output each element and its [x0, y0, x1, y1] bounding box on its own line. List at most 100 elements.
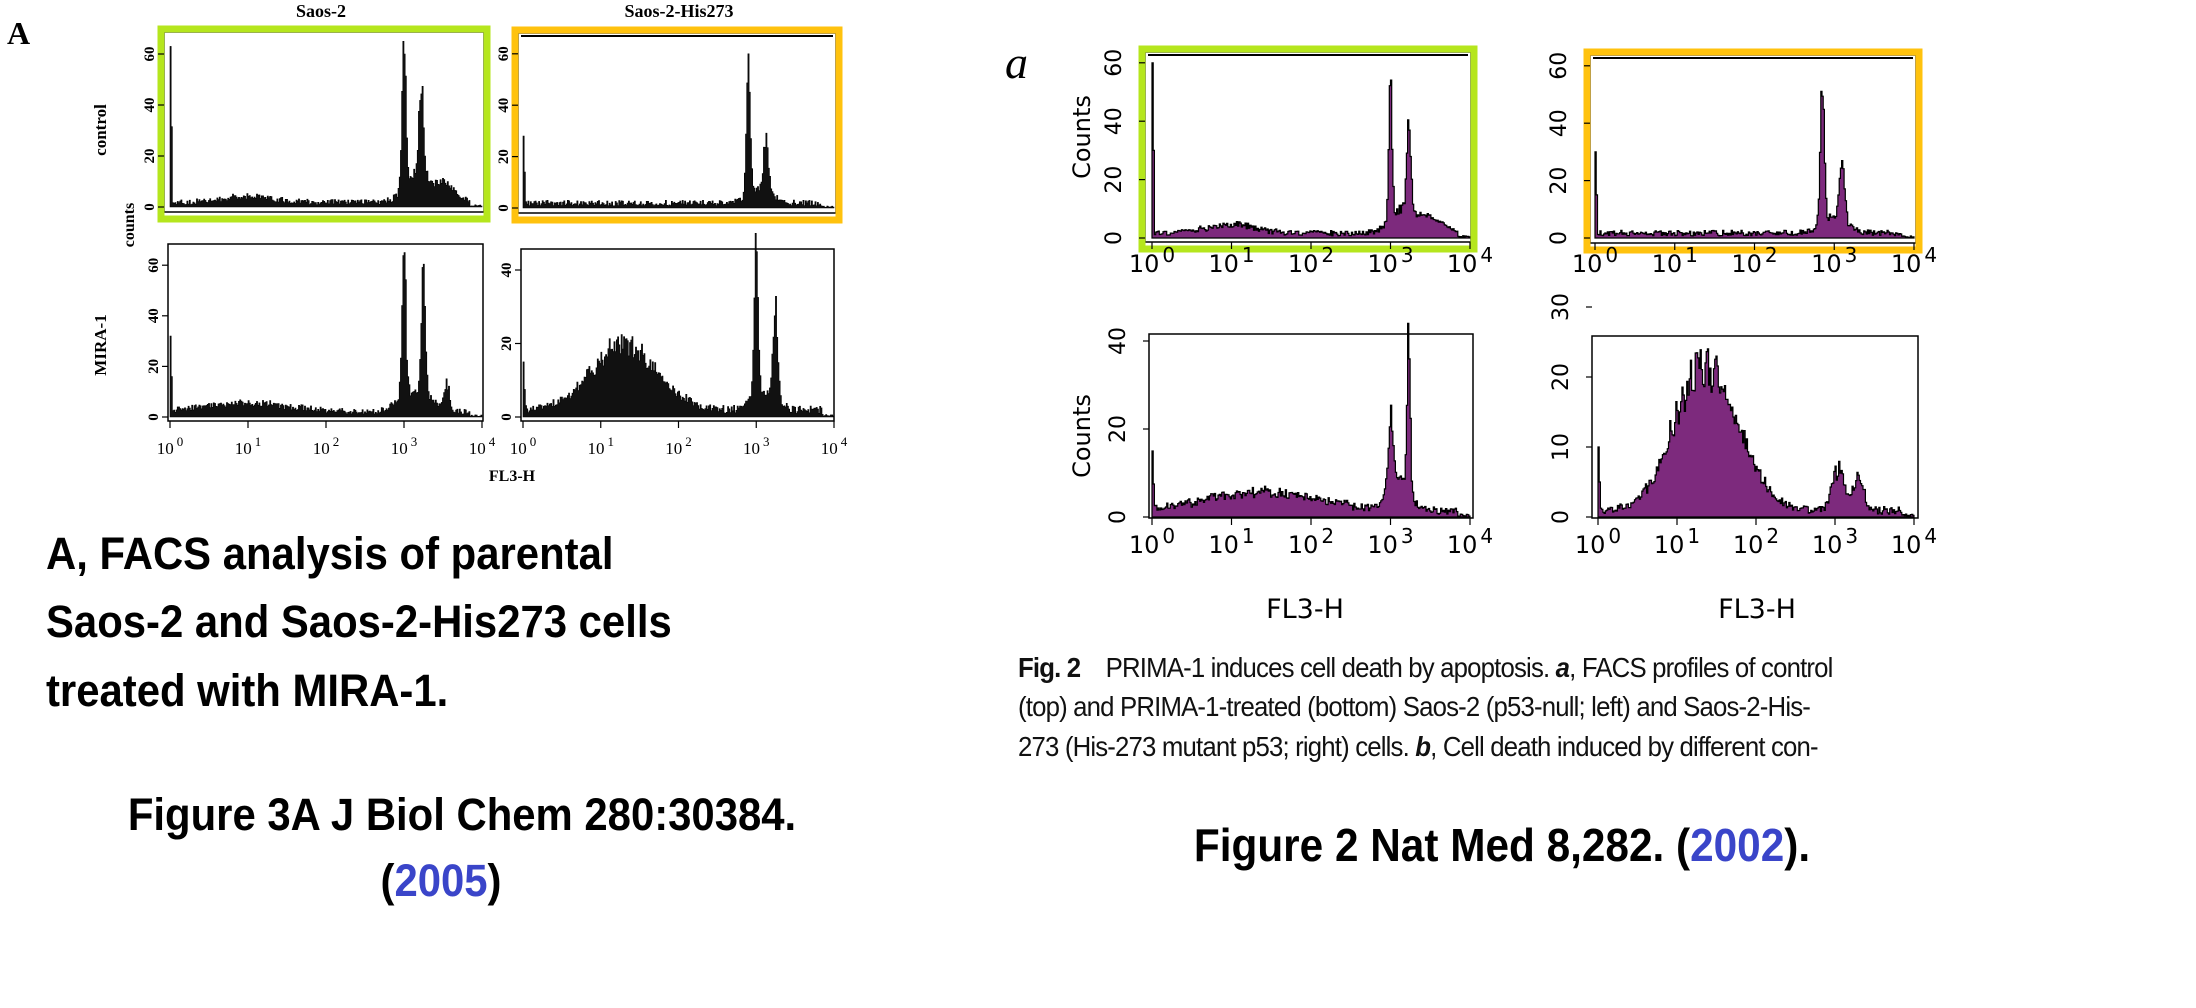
- histogram-area: [1594, 90, 1915, 239]
- highlight-frame: [1138, 45, 1478, 253]
- y-tick-label: 10: [1549, 433, 1574, 461]
- y-tick-label: 20: [496, 149, 512, 164]
- y-tick-label: 0: [499, 413, 515, 421]
- x-tick-label: 10 0: [510, 434, 537, 458]
- x-tick-label: 10 3: [1367, 243, 1413, 278]
- caption-text: , Cell death induced by different con-: [1430, 731, 1818, 762]
- x-tick-label: 10 0: [1572, 243, 1618, 278]
- column-title-saos2: Saos-2: [296, 1, 346, 21]
- panel-letter-a: a: [1005, 37, 1028, 88]
- x-tick-label: 10 3: [1367, 524, 1413, 559]
- reference-text: Figure 3A J Biol Chem 280:30384.: [127, 789, 797, 840]
- caption-text: PRIMA-1 induces cell death by apoptosis.: [1105, 652, 1556, 683]
- x-tick-label: 10 1: [588, 434, 615, 458]
- x-tick-label: 10 2: [665, 434, 692, 458]
- caption-text: 273 (His-273 mutant p53; right) cells.: [1018, 731, 1416, 762]
- y-tick-label: 40: [142, 98, 158, 113]
- histogram-area: [169, 41, 483, 208]
- x-tick-label: 10 1: [1652, 243, 1698, 278]
- histogram-area: [1597, 348, 1915, 518]
- plot-box: [1148, 333, 1474, 519]
- y-tick-label: 0: [496, 204, 512, 212]
- x-tick-label: 10 1: [1654, 524, 1700, 559]
- y-tick-label: 40: [496, 98, 512, 113]
- year-link[interactable]: 2005: [394, 855, 488, 906]
- caption-panel-a: a: [1555, 652, 1570, 683]
- y-tick-label: 0: [1547, 231, 1572, 245]
- y-tick-label: 0: [1102, 231, 1127, 245]
- histogram-panel-R-tl: 0 20 40 60 10 0 10 1 10 2 10 3 10 4: [1102, 45, 1493, 278]
- caption-line: treated with MIRA-1.: [46, 665, 449, 716]
- caption-line: Saos-2 and Saos-2-His273 cells: [46, 596, 672, 647]
- plot-box: [167, 243, 484, 422]
- caption-line-3: 273 (His-273 mutant p53; right) cells. b…: [1018, 731, 1819, 763]
- plot-box: [520, 248, 835, 422]
- histogram-panel-R-bl: 0 20 40 10 0 10 1 10 2 10 3 10 4: [1106, 322, 1493, 559]
- highlight-frame: [157, 25, 491, 223]
- x-tick-label: 10 4: [1891, 524, 1937, 559]
- x-tick-label: 10 3: [743, 434, 770, 458]
- y-tick-label: 0: [1549, 510, 1574, 524]
- x-tick-label: 10 4: [1447, 524, 1493, 559]
- plot-box: [1589, 54, 1917, 244]
- y-tick-label: 60: [146, 258, 162, 273]
- x-tick-label: 10 1: [1208, 524, 1254, 559]
- x-tick-label: 10 2: [1733, 524, 1779, 559]
- y-tick-label: 60: [142, 47, 158, 62]
- highlight-frame: [1583, 48, 1923, 254]
- x-tick-label: 10 3: [1811, 243, 1857, 278]
- x-tick-label: 10 2: [1731, 243, 1777, 278]
- y-tick-label: 60: [1547, 52, 1572, 80]
- histogram-panel-A-bl: 0 20 40 60 10 0 10 1 10 2 10 3 10 4: [146, 243, 496, 458]
- caption-text: , FACS profiles of control: [1569, 652, 1833, 683]
- histogram-panel-A-tr: 0 20 40 60: [496, 26, 843, 224]
- paren: ).: [1784, 819, 1811, 871]
- highlight-frame: [511, 26, 843, 224]
- y-tick-label: 40: [146, 308, 162, 323]
- caption-line-2: (top) and PRIMA-1-treated (bottom) Saos-…: [1018, 691, 1811, 722]
- caption-line-1: Fig. 2 PRIMA-1 induces cell death by apo…: [1018, 652, 1833, 684]
- y-tick-label: 20: [1547, 167, 1572, 195]
- plot-box: [517, 32, 837, 214]
- histogram-area: [522, 233, 835, 418]
- panel-letter-A: A: [7, 15, 30, 51]
- x-tick-label: 10 0: [157, 434, 184, 458]
- x-tick-label: 10 0: [1129, 243, 1175, 278]
- y-tick-label: 20: [499, 336, 515, 351]
- y-tick-label: 20: [1106, 415, 1131, 443]
- y-tick-label: 20: [1102, 166, 1127, 194]
- x-tick-label: 10 2: [313, 434, 340, 458]
- histogram-area: [522, 53, 835, 209]
- histogram-panel-A-br: 0 20 40 10 0 10 1 10 2 10 3 10 4: [499, 233, 848, 458]
- y-tick-label: 0: [142, 203, 158, 211]
- y-tick-label: 20: [142, 149, 158, 164]
- histogram-panel-R-br: 0 10 20 30 10 0 10 1 10 2 10 3 10 4: [1549, 293, 1937, 559]
- y-tick-label: 20: [146, 359, 162, 374]
- y-axis-label-counts-bottom: Counts: [1068, 394, 1096, 478]
- x-tick-label: 10 2: [1288, 243, 1334, 278]
- y-tick-label: 40: [1102, 107, 1127, 135]
- paren: (: [380, 855, 395, 906]
- x-tick-label: 10 0: [1575, 524, 1621, 559]
- x-tick-label: 10 1: [1208, 243, 1254, 278]
- y-tick-label: 40: [1547, 109, 1572, 137]
- x-axis-label-fl3h-left: FL3-H: [1266, 594, 1344, 625]
- plot-box: [1591, 335, 1919, 519]
- row-label-control: control: [91, 104, 110, 156]
- histogram-panel-R-tr: 0 20 40 60 10 0 10 1 10 2 10 3 10 4: [1547, 48, 1937, 278]
- paren: ): [487, 855, 502, 906]
- row-label-mira1: MIRA-1: [91, 314, 110, 375]
- reference-natmed: Figure 2 Nat Med 8,282. (2002).: [1194, 818, 1810, 872]
- histogram-panel-A-tl: 0 20 40 60: [142, 25, 491, 223]
- column-title-his273: Saos-2-His273: [624, 1, 733, 21]
- x-axis-label-fl3h-right: FL3-H: [1718, 594, 1796, 625]
- y-tick-label: 0: [1106, 510, 1131, 524]
- reference-jbc: Figure 3A J Biol Chem 280:30384.: [128, 789, 796, 841]
- y-axis-label-counts: counts: [121, 203, 138, 247]
- x-tick-label: 10 4: [1447, 243, 1493, 278]
- y-tick-label: 30: [1549, 293, 1574, 321]
- x-tick-label: 10 3: [1812, 524, 1858, 559]
- y-axis-label-counts-top: Counts: [1068, 95, 1096, 179]
- year-link[interactable]: 2002: [1690, 819, 1785, 871]
